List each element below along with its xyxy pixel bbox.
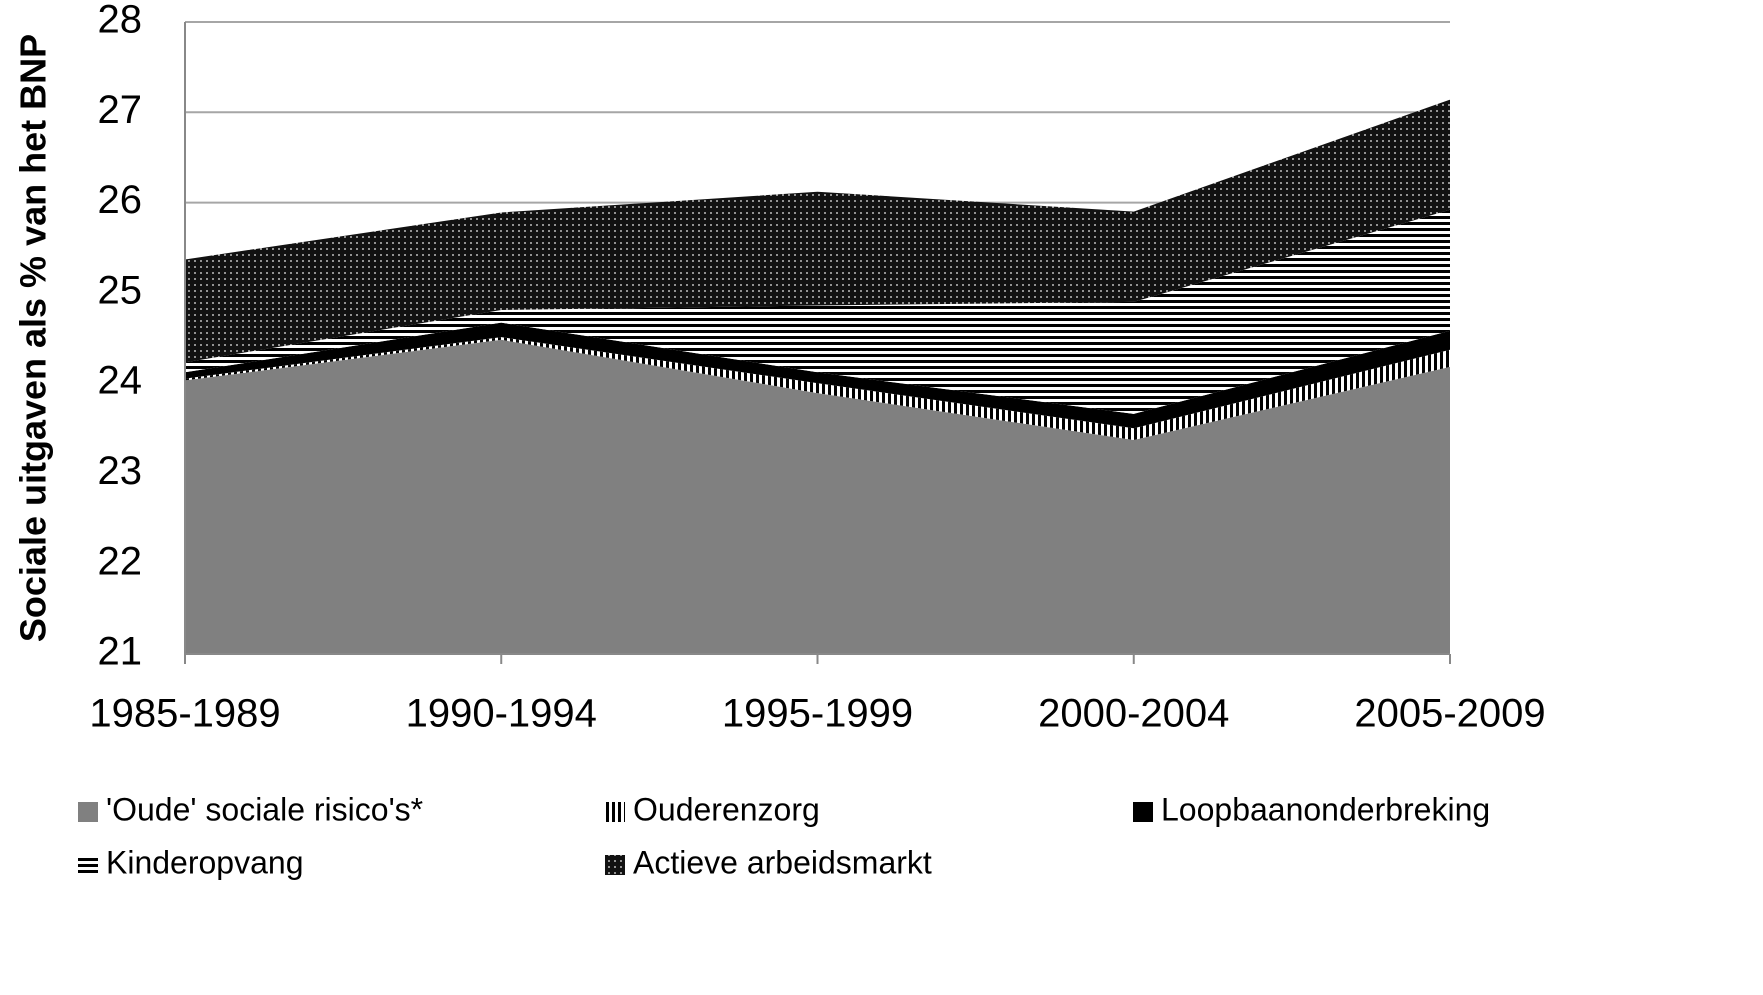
legend-swatch: [1133, 802, 1153, 822]
y-tick-label: 25: [98, 268, 143, 312]
legend-swatch: [605, 855, 625, 875]
x-tick-label: 1995-1999: [722, 692, 913, 736]
legend-label: Ouderenzorg: [633, 791, 820, 827]
y-axis-label: Sociale uitgaven als % van het BNP: [13, 34, 54, 642]
legend-label: Actieve arbeidsmarkt: [633, 844, 932, 880]
legend-label: Loopbaanonderbreking: [1161, 791, 1490, 827]
legend-swatch: [78, 802, 98, 822]
x-tick-label: 2000-2004: [1038, 692, 1229, 736]
y-tick-label: 27: [98, 88, 143, 132]
y-tick-label: 28: [98, 0, 143, 42]
y-tick-label: 21: [98, 630, 143, 674]
area: [185, 339, 1450, 654]
legend-label: 'Oude' sociale risico's*: [106, 791, 423, 827]
legend-label: Kinderopvang: [106, 844, 303, 880]
area: [185, 337, 1450, 441]
x-tick-label: 1985-1989: [89, 692, 280, 736]
y-tick-label: 26: [98, 178, 143, 222]
y-tick-label: 22: [98, 539, 143, 583]
y-tick-label: 23: [98, 449, 143, 493]
x-tick-label: 1990-1994: [406, 692, 597, 736]
area: [185, 99, 1450, 363]
legend-swatch: [605, 802, 625, 822]
legend-swatch: [78, 855, 98, 875]
x-tick-label: 2005-2009: [1354, 692, 1545, 736]
area: [185, 322, 1450, 429]
y-tick-label: 24: [98, 359, 143, 403]
area: [185, 209, 1450, 414]
